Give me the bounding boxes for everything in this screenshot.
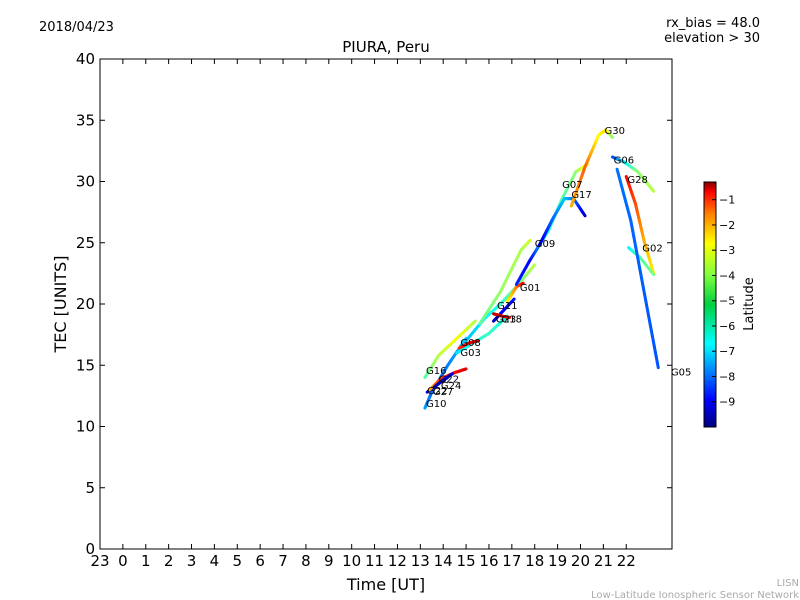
series-G11 [464,263,537,343]
y-tick-label: 0 [85,540,95,558]
satellite-label-G17: G17 [571,190,591,201]
series-G24 [432,372,454,389]
satellite-label-G23: G23 [496,315,516,326]
rx-bias-label: rx_bias = 48.0 [666,16,760,31]
satellite-label-G22: G22 [427,386,447,397]
x-tick-label: 18 [525,552,544,570]
x-tick-label: 13 [411,552,430,570]
x-tick-label: 9 [324,552,334,570]
series-G30 [569,128,615,208]
satellite-label-G02: G02 [642,244,662,255]
colorbar-label: Latitude [742,277,757,331]
series-G16 [423,319,477,379]
series-G28 [624,175,656,275]
x-tick-label: 12 [388,552,407,570]
satellite-label-G05: G05 [671,367,691,378]
series-G09 [478,238,532,326]
satellite-label-G10: G10 [426,399,446,410]
elevation-label: elevation > 30 [664,31,760,46]
satellite-label-G08: G08 [460,338,480,349]
x-tick-label: 0 [118,552,128,570]
y-axis-label: TEC [UNITS] [51,256,70,354]
y-tick-label: 40 [76,50,95,68]
colorbar-tick-label: −5 [719,295,735,308]
x-tick-label: 6 [255,552,265,570]
series-G01 [505,281,525,304]
x-tick-label: 15 [457,552,476,570]
series-G03 [457,339,480,350]
x-tick-label: 23 [90,552,109,570]
series-G06 [611,155,656,193]
trace-segment [511,297,516,302]
y-tick-label: 25 [76,234,95,252]
colorbar [703,181,717,428]
satellite-label-G09: G09 [535,239,555,250]
y-tick-label: 5 [85,479,95,497]
colorbar-tick-label: −7 [719,345,735,358]
y-tick-label: 30 [76,173,95,191]
series-G05 [615,167,660,370]
colorbar-tick-label: −1 [719,194,735,207]
x-tick-label: 11 [365,552,384,570]
credit-lisn: LISN [777,578,799,589]
trace-segment [655,360,660,370]
x-tick-label: 1 [141,552,151,570]
satellite-label-G24: G24 [441,381,461,392]
satellite-label-G27: G27 [433,387,453,398]
satellite-label-G03: G03 [460,348,480,359]
y-tick-label: 10 [76,418,95,436]
satellite-label-G07: G07 [562,180,582,191]
x-tick-label: 5 [233,552,243,570]
trace-segment [531,263,537,268]
x-tick-label: 7 [278,552,288,570]
colorbar-tick-label: −6 [719,320,735,333]
y-tick-label: 20 [76,295,95,313]
chart-title: PIURA, Peru [342,38,429,56]
x-tick-label: 20 [571,552,590,570]
colorbar-tick-label: −9 [719,396,735,409]
colorbar-tick-label: −8 [719,370,735,383]
satellite-label-G18: G18 [502,315,522,326]
x-tick-label: 21 [594,552,613,570]
satellite-label-G01: G01 [520,283,540,294]
satellite-label-G16: G16 [426,366,446,377]
satellite-label-G06: G06 [614,155,634,166]
trace-segment [527,238,532,243]
colorbar-tick-label: −2 [719,219,735,232]
date-label: 2018/04/23 [39,20,114,35]
x-tick-label: 16 [479,552,498,570]
trace-segment [651,271,656,277]
x-tick-label: 3 [187,552,197,570]
x-tick-label: 8 [301,552,311,570]
colorbar-tick-label: −3 [719,244,735,257]
x-tick-label: 22 [617,552,636,570]
x-tick-label: 4 [210,552,220,570]
credit-network: Low-Latitude Ionospheric Sensor Network [591,590,799,600]
colorbar-tick-label: −4 [719,269,735,282]
satellite-label-G30: G30 [605,126,625,137]
satellite-label-G28: G28 [627,175,647,186]
x-tick-label: 10 [342,552,361,570]
x-tick-label: 17 [502,552,521,570]
y-tick-label: 35 [76,111,95,129]
trace-segment [582,213,587,218]
x-tick-label: 2 [164,552,174,570]
x-axis-label: Time [UT] [346,575,425,594]
series-G23 [492,312,512,319]
trace-segment [472,319,477,324]
x-tick-label: 14 [434,552,453,570]
x-tick-label: 19 [548,552,567,570]
satellite-label-G11: G11 [497,301,517,312]
plot-frame [99,58,673,550]
y-tick-label: 15 [76,356,95,374]
satellite-label-G22: G22 [439,375,459,386]
trace-segment [651,188,656,193]
